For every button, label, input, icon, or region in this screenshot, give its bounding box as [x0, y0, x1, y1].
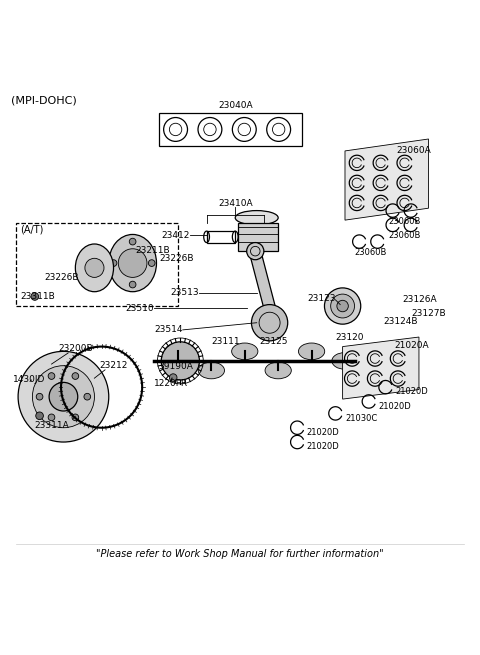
Text: 21030C: 21030C	[345, 414, 377, 422]
Text: 21020D: 21020D	[307, 442, 339, 451]
Circle shape	[72, 373, 79, 379]
Circle shape	[72, 414, 79, 421]
Polygon shape	[238, 223, 278, 251]
Ellipse shape	[332, 352, 358, 369]
Text: 23510: 23510	[125, 304, 154, 313]
Circle shape	[48, 414, 55, 421]
Ellipse shape	[265, 362, 291, 379]
Text: (MPI-DOHC): (MPI-DOHC)	[11, 96, 77, 106]
Text: 21020D: 21020D	[307, 428, 339, 437]
Circle shape	[36, 412, 43, 420]
Bar	[206, 231, 235, 242]
Circle shape	[129, 281, 136, 288]
Text: 23123: 23123	[307, 294, 336, 303]
Text: 23211B: 23211B	[135, 246, 169, 255]
Text: 39190A: 39190A	[158, 362, 193, 371]
Text: 23060A: 23060A	[396, 147, 431, 155]
Text: 1430JD: 1430JD	[13, 375, 46, 384]
Circle shape	[331, 294, 355, 318]
Ellipse shape	[235, 210, 278, 225]
Bar	[159, 113, 302, 146]
Circle shape	[49, 383, 78, 411]
Circle shape	[247, 242, 264, 260]
Circle shape	[33, 365, 95, 428]
Text: 23111: 23111	[211, 337, 240, 346]
Text: 23226B: 23226B	[44, 273, 79, 282]
Circle shape	[31, 293, 38, 300]
Text: "Please refer to Work Shop Manual for further information": "Please refer to Work Shop Manual for fu…	[96, 549, 384, 559]
Circle shape	[169, 374, 177, 381]
Polygon shape	[343, 337, 419, 399]
Text: 23311B: 23311B	[21, 292, 55, 301]
Circle shape	[18, 351, 109, 442]
Circle shape	[161, 342, 199, 380]
Circle shape	[129, 238, 136, 245]
Circle shape	[48, 373, 55, 379]
Polygon shape	[250, 253, 276, 309]
Text: 23040A: 23040A	[218, 101, 252, 110]
Text: 23513: 23513	[171, 288, 199, 297]
Text: 23120: 23120	[336, 333, 364, 343]
Text: 23127B: 23127B	[412, 309, 446, 318]
Circle shape	[252, 305, 288, 341]
Circle shape	[337, 300, 348, 312]
Circle shape	[85, 258, 104, 277]
Circle shape	[148, 260, 155, 267]
Circle shape	[110, 260, 117, 267]
Text: 23060B: 23060B	[388, 217, 420, 225]
Text: 21020D: 21020D	[378, 402, 411, 411]
Text: 23060B: 23060B	[388, 231, 420, 240]
Circle shape	[84, 394, 91, 400]
Text: 21020D: 21020D	[395, 387, 428, 396]
Ellipse shape	[75, 244, 114, 291]
Ellipse shape	[198, 362, 225, 379]
Ellipse shape	[299, 343, 324, 360]
Text: 23311A: 23311A	[35, 421, 70, 430]
Ellipse shape	[109, 234, 156, 291]
Text: 23412: 23412	[161, 231, 190, 240]
Ellipse shape	[165, 343, 191, 360]
Circle shape	[324, 288, 361, 324]
Text: 23060B: 23060B	[355, 248, 387, 257]
Text: 23410A: 23410A	[218, 199, 252, 208]
Bar	[16, 223, 178, 306]
Circle shape	[118, 249, 147, 277]
Text: 23226B: 23226B	[159, 253, 193, 263]
Text: 23212: 23212	[99, 361, 128, 370]
Text: 23200B: 23200B	[58, 345, 93, 354]
Circle shape	[36, 394, 43, 400]
Text: (A/T): (A/T)	[21, 225, 44, 234]
Text: 23514: 23514	[154, 326, 183, 335]
Polygon shape	[345, 139, 429, 220]
Ellipse shape	[232, 343, 258, 360]
Text: 23124B: 23124B	[383, 317, 418, 326]
Text: 23125: 23125	[259, 337, 288, 346]
Text: 23126A: 23126A	[402, 295, 437, 305]
Text: 21020A: 21020A	[394, 341, 429, 350]
Text: 1220FR: 1220FR	[154, 379, 188, 388]
